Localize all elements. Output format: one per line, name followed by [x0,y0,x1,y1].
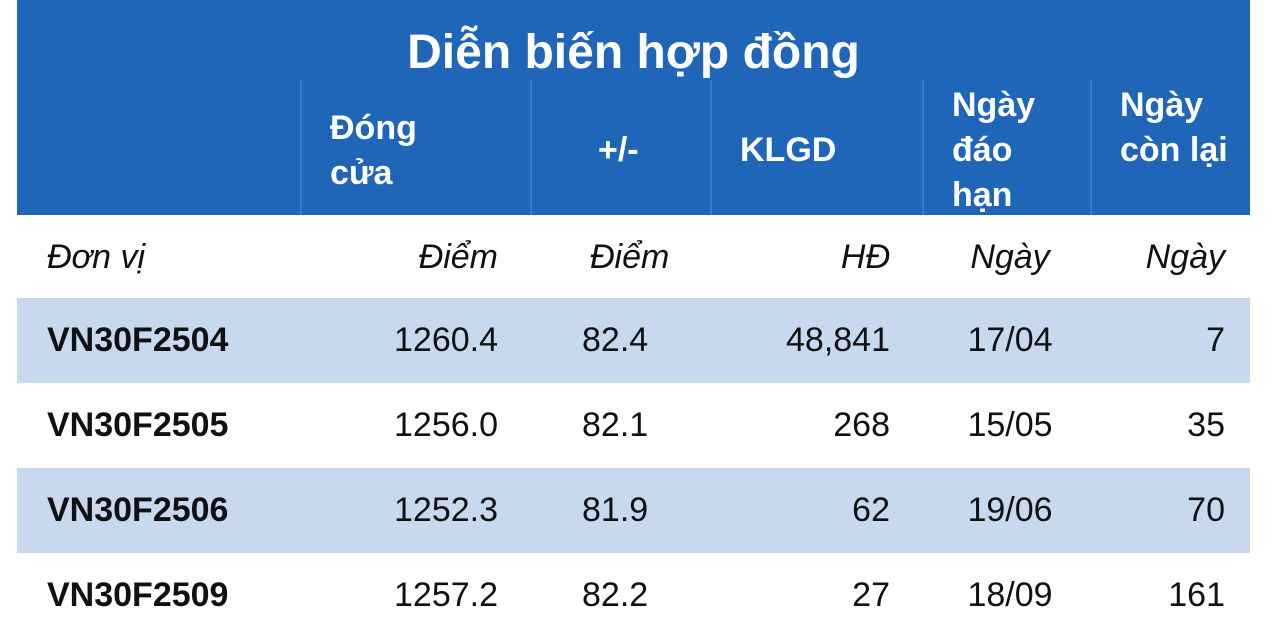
data-cell: VN30F2509 [47,576,229,614]
data-cell: 35 [1187,406,1225,444]
data-cell: 19/06 [967,491,1053,529]
data-cell: 268 [833,406,890,444]
separator [530,80,532,215]
data-cell: 18/09 [967,576,1053,614]
data-cell: VN30F2505 [47,406,229,444]
header-row: Đóng cửa +/- KLGD Ngày đáo hạn Ngày còn lại [17,80,1250,215]
header-background [17,0,1250,215]
column-header: KLGD [740,131,837,169]
unit-cell: Ngày [1145,238,1225,276]
unit-cell: Ngày [970,238,1050,276]
table-title: Diễn biến hợp đồng [407,26,860,79]
separator [300,80,302,215]
row-background [17,468,1250,553]
data-cell: 1252.3 [394,491,498,529]
data-cell: 62 [852,491,890,529]
separator [1090,80,1092,215]
data-cell: 82.2 [582,576,649,614]
data-cell: 1260.4 [394,321,498,359]
data-cell: 17/04 [967,321,1053,359]
data-cell: 81.9 [582,491,649,529]
data-cell: 1257.2 [394,576,498,614]
data-cell: VN30F2506 [47,491,229,529]
data-cell: 1256.0 [394,406,498,444]
separator [922,80,924,215]
data-cell: 48,841 [786,321,890,359]
column-header: +/- [598,131,639,169]
separator [710,80,712,215]
data-cell: 161 [1168,576,1225,614]
data-cell: 27 [852,576,890,614]
data-cell: 15/05 [967,406,1053,444]
unit-cell: Đơn vị [47,238,146,276]
data-cell: VN30F2504 [47,321,229,359]
data-cell: 7 [1206,321,1225,359]
row-background [17,298,1250,383]
column-header: Đóng cửa [330,109,417,192]
row-background [17,383,1250,468]
unit-cell: Điểm [418,238,498,276]
unit-cell: HĐ [840,238,890,276]
data-cell: 82.4 [582,321,649,359]
row-background [17,553,1250,638]
data-cell: 82.1 [582,406,649,444]
column-header: Ngày đáo hạn [952,86,1036,214]
column-header: Ngày còn lại [1120,86,1228,169]
data-cell: 70 [1187,491,1225,529]
unit-cell: Điểm [590,238,670,276]
